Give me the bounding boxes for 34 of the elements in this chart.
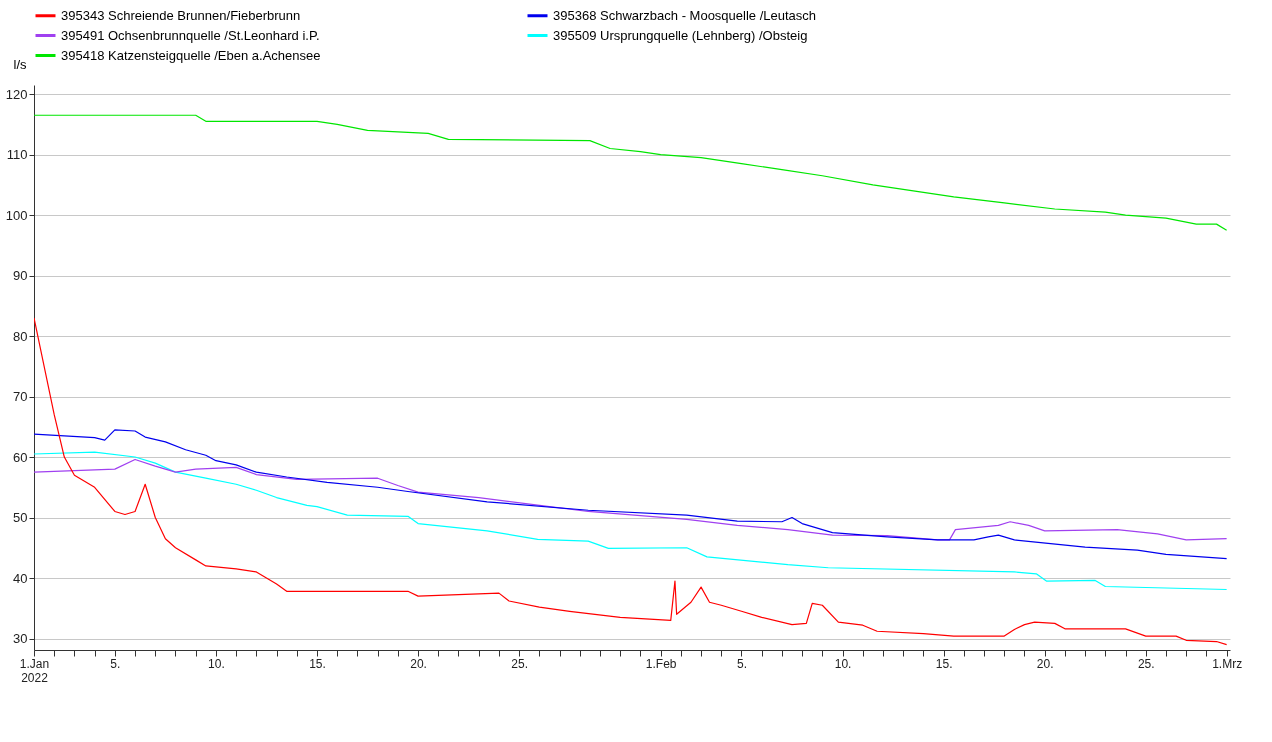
legend-label: 395418 Katzensteigquelle /Eben a.Achensee	[61, 47, 321, 63]
x-tick-label: 10.	[208, 656, 225, 671]
legend-label: 395343 Schreiende Brunnen/Fieberbrunn	[61, 7, 301, 23]
line-series	[34, 317, 1228, 646]
x-tick-label: 1.Feb	[645, 656, 677, 671]
y-tick-label: 70	[13, 389, 28, 405]
line-series	[34, 429, 1228, 560]
x-tick-label: 10.	[834, 656, 852, 671]
y-tick-label: 100	[5, 207, 28, 223]
x-tick-label: 20.	[410, 656, 427, 671]
y-tick-label: 110	[6, 147, 28, 163]
legend-label: 395491 Ochsenbrunnquelle /St.Leonhard i.P.	[61, 27, 320, 43]
y-axis-title: l/s	[13, 56, 27, 72]
legend-label: 395509 Ursprungquelle (Lehnberg) /Obsteig	[553, 27, 808, 43]
x-tick-label: 5.	[736, 656, 747, 671]
y-tick-label: 80	[13, 328, 28, 344]
line-series	[34, 114, 1228, 231]
x-tick-label: 5.	[110, 656, 121, 671]
legend-label: 395368 Schwarzbach - Moosquelle /Leutasch	[553, 7, 817, 23]
x-tick-label: 20.	[1036, 656, 1054, 671]
y-tick-label: 30	[13, 631, 28, 647]
y-tick-label: 50	[13, 510, 28, 526]
x-tick-label: 1.Jan 2022	[19, 656, 50, 685]
line-series	[34, 451, 1228, 591]
x-tick-label: 25.	[1137, 656, 1155, 671]
line-series	[34, 458, 1228, 541]
x-tick-label: 15.	[935, 656, 953, 671]
x-tick-label: 15.	[309, 656, 326, 671]
y-tick-label: 90	[13, 268, 28, 284]
x-tick-label: 25.	[511, 656, 528, 671]
y-tick-label: 120	[5, 86, 28, 102]
y-tick-label: 40	[13, 570, 28, 586]
x-tick-label: 1.Mrz	[1212, 656, 1243, 671]
y-tick-label: 60	[13, 449, 28, 465]
